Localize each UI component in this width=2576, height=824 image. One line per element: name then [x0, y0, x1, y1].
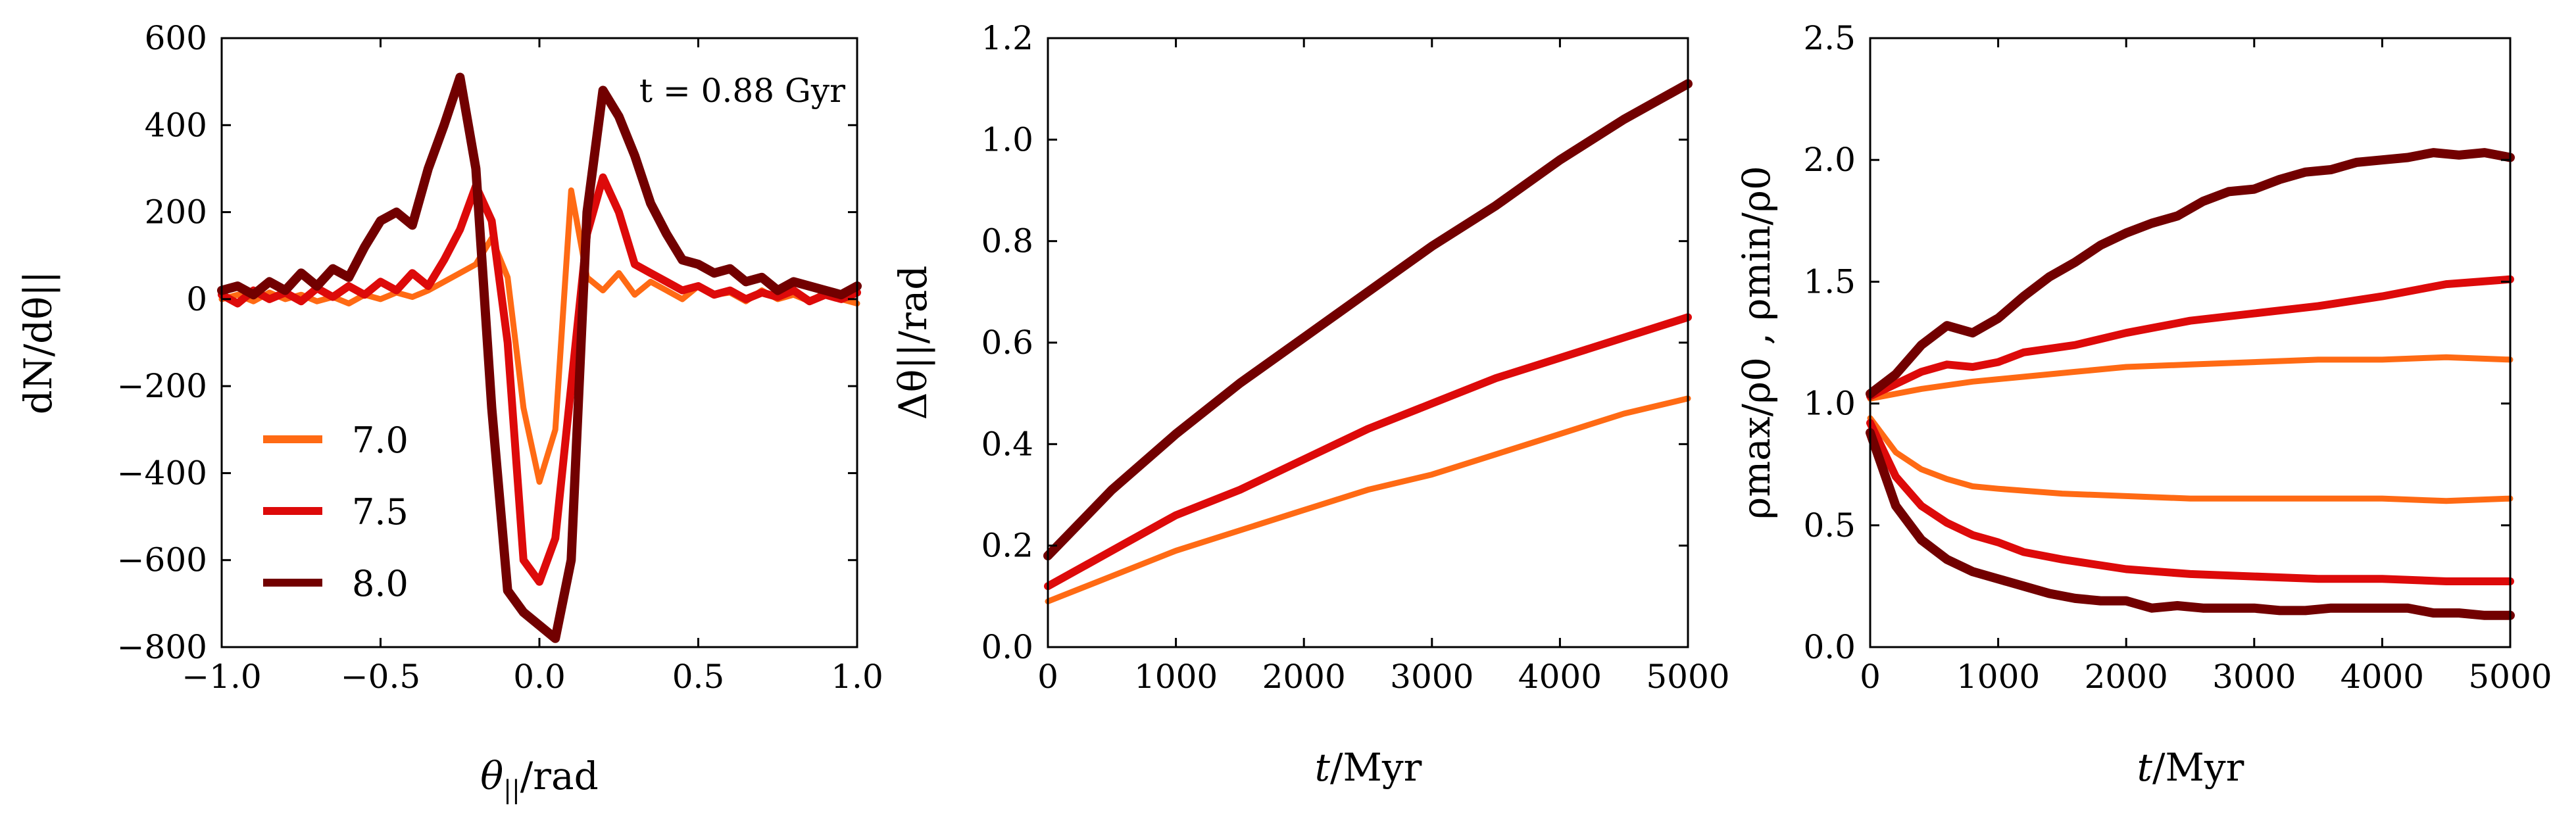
- panel-2-series-lines: [1043, 79, 1693, 604]
- panel-1-x-axis-label: θ||/rad: [480, 754, 599, 804]
- panel-3-density-contrast: 0 1000 2000 3000 4000 50000.00.51.01.52.02.5 …: [1734, 19, 2552, 790]
- y-tick-label: −200: [117, 367, 207, 405]
- legend-label-7-0: 7.0: [352, 420, 409, 461]
- x-tick-label: 0: [1860, 658, 1881, 696]
- panel-2-ticks: 0 1000 2000 3000 4000 5000 0.0 0.2 0.4 0.6 0.8 1.0 1…: [981, 19, 1729, 696]
- panel-2-y-axis-label: Δθ||/rad: [891, 266, 935, 420]
- x-tick-label: 1000: [1134, 658, 1218, 696]
- x-tick-label: −1.0: [182, 658, 261, 696]
- series-line-7-0-0: [1867, 354, 2514, 402]
- series-line-7-0-0: [1045, 395, 1691, 604]
- y-tick-label: 0.2: [981, 527, 1033, 565]
- x-tick-label: 3000: [1390, 658, 1474, 696]
- x-tick-label: 0.0: [513, 658, 566, 696]
- series-line-8-0-2: [1043, 79, 1693, 561]
- y-tick-label: −400: [117, 454, 207, 492]
- panel-1-y-axis-label: dN/dθ||: [16, 271, 61, 415]
- x-tick-label: 0.5: [672, 658, 725, 696]
- y-tick-label: 1.2: [981, 19, 1033, 57]
- x-tick-label: 5000: [2468, 658, 2552, 696]
- y-tick-label: 0.4: [981, 425, 1033, 463]
- x-tick-label: 4000: [1518, 658, 1602, 696]
- y-tick-label: −600: [117, 541, 207, 579]
- y-tick-label: 2.5: [1803, 19, 1856, 57]
- y-tick-label: 1.0: [1803, 385, 1856, 423]
- x-tick-label: 0: [1037, 658, 1058, 696]
- series-line-7-5-1: [1044, 313, 1692, 591]
- series-line-7-5-1: [218, 173, 861, 586]
- y-tick-label: 0.6: [981, 324, 1033, 362]
- y-tick-label: 1.0: [981, 120, 1033, 158]
- y-tick-label: 0: [186, 280, 207, 318]
- panel-3-series-lines: [1866, 148, 2515, 620]
- panel-3-frame: [1869, 37, 2512, 648]
- panel-1-ticks: −1.0 −0.5 0.0 0.5 1.0 −800 −600 −400 −200 0 200 400…: [117, 19, 883, 696]
- panel-3-y-axis-label: ρmax/ρ0 , ρmin/ρ0: [1734, 166, 1779, 520]
- series-line-8-0-2: [1866, 148, 2515, 399]
- panel-1-annotation: t = 0.88 Gyr: [639, 72, 845, 110]
- y-tick-label: 0.0: [981, 628, 1033, 666]
- panel-1-series-lines: [217, 72, 862, 643]
- y-tick-label: 600: [145, 19, 207, 57]
- panel-3-ticks: 0 1000 2000 3000 4000 5000 0.0 0.5 1.0 1.5 2.0 2.5: [1803, 19, 2552, 696]
- series-line-7-0-3: [1867, 415, 2514, 504]
- series-line-7-5-1: [1866, 275, 2514, 400]
- x-tick-label: −0.5: [341, 658, 420, 696]
- y-tick-label: −800: [117, 628, 207, 666]
- y-tick-label: 1.5: [1803, 262, 1856, 301]
- y-tick-label: 0.8: [981, 222, 1033, 260]
- series-line-8-0-2: [217, 72, 862, 643]
- panel-1-frame: [220, 37, 858, 648]
- x-tick-label: 1.0: [831, 658, 883, 696]
- x-tick-label: 3000: [2212, 658, 2296, 696]
- panel-1-angular-distribution: −1.0 −0.5 0.0 0.5 1.0 −800 −600 −400 −200 0 200 400…: [16, 19, 883, 804]
- legend-label-8-0: 8.0: [352, 563, 409, 604]
- panel-2-x-axis-label: t/Myr: [1315, 745, 1422, 790]
- panel-1-legend: 7.0 7.5 8.0: [263, 420, 409, 604]
- panel-2-angular-width: 0 1000 2000 3000 4000 5000 0.0 0.2 0.4 0.6 0.8 1.0 1…: [891, 19, 1730, 790]
- x-tick-label: 2000: [1262, 658, 1346, 696]
- y-tick-label: 200: [145, 193, 207, 231]
- series-line-7-5-4: [1866, 419, 2514, 585]
- y-tick-label: 0.5: [1803, 506, 1856, 545]
- x-tick-label: 1000: [1956, 658, 2040, 696]
- legend-label-7-5: 7.5: [352, 491, 409, 533]
- y-tick-label: 0.0: [1803, 628, 1856, 666]
- panel-3-x-axis-label: t/Myr: [2137, 745, 2244, 790]
- series-line-8-0-5: [1866, 428, 2515, 620]
- y-tick-label: 400: [145, 106, 207, 144]
- y-tick-label: 2.0: [1803, 141, 1856, 179]
- x-tick-label: 5000: [1646, 658, 1729, 696]
- panel-2-frame: [1047, 37, 1689, 648]
- x-tick-label: 4000: [2341, 658, 2424, 696]
- x-tick-label: 2000: [2085, 658, 2168, 696]
